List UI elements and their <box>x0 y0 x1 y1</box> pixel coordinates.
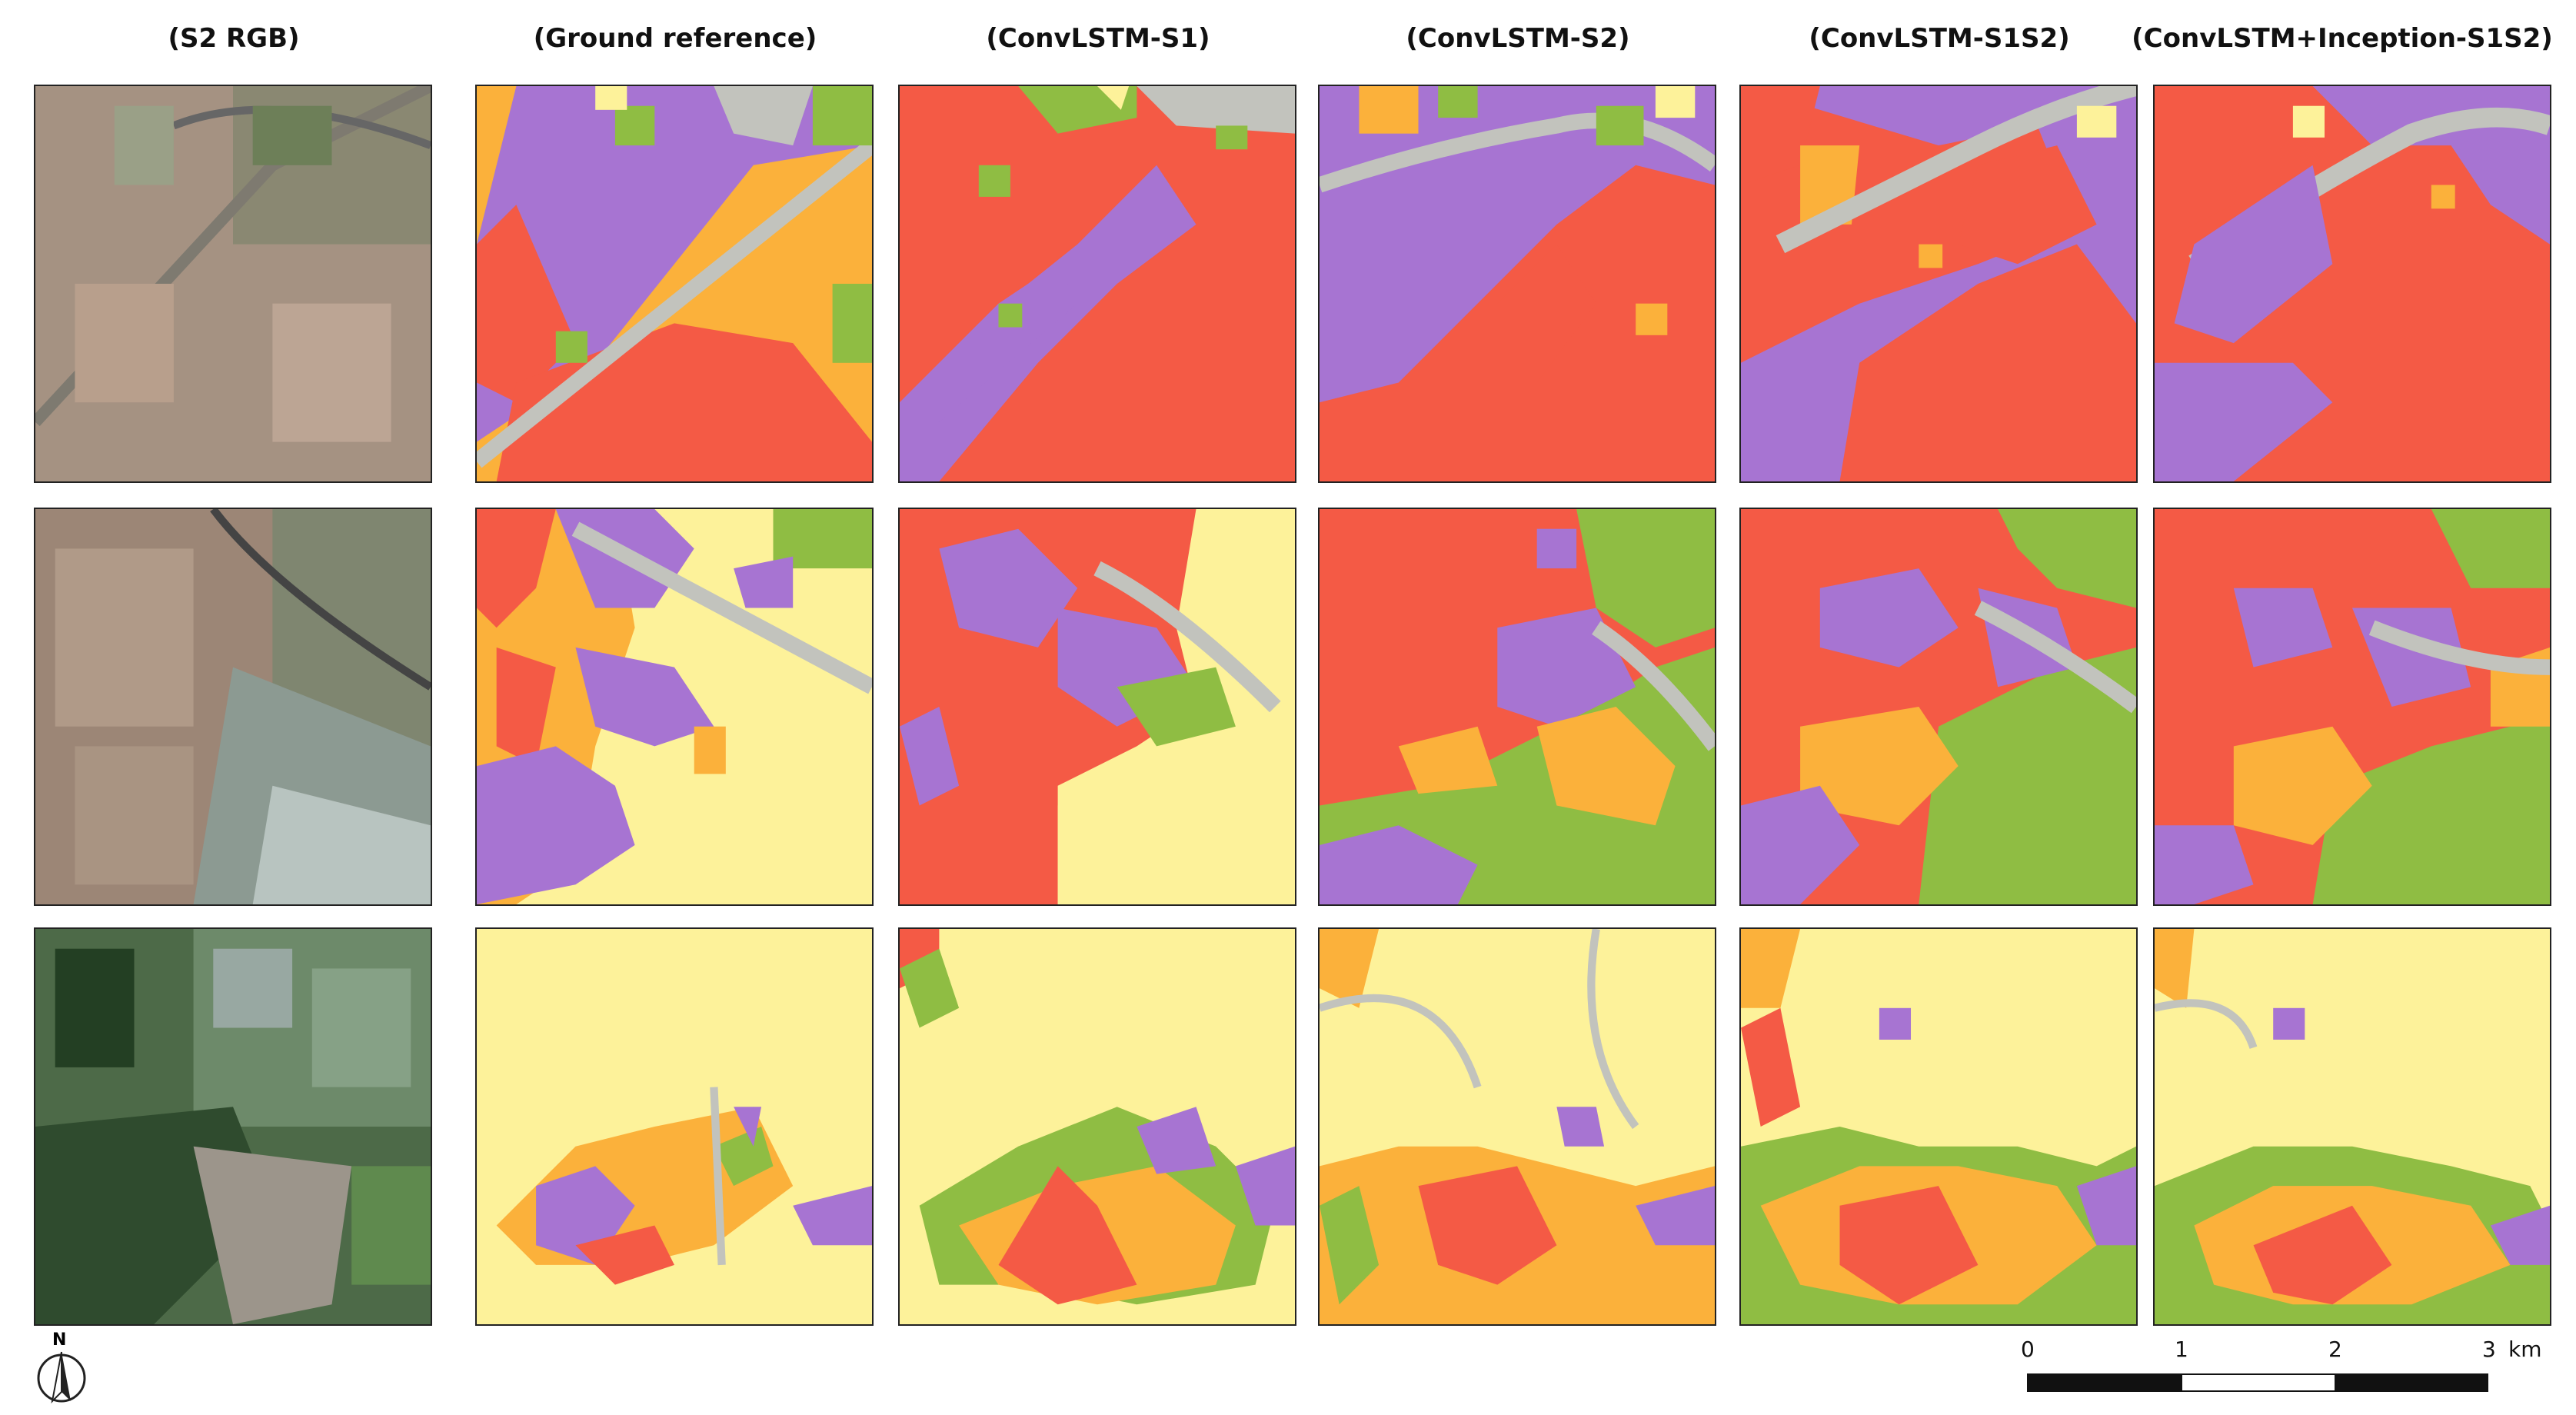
column-title-convlstm-s1: (ConvLSTM-S1) <box>986 23 1210 54</box>
north-label: N <box>52 1330 67 1350</box>
tile-r2-convlstm-s1s2 <box>1739 508 2138 906</box>
tile-r1-ground-reference <box>475 85 874 483</box>
satellite-image <box>35 509 431 904</box>
tile-r1-convlstm-s2 <box>1318 85 1716 483</box>
tile-r1-convlstm-s1 <box>898 85 1296 483</box>
scale-tick-1: 1 <box>2175 1337 2188 1362</box>
scale-bar <box>2027 1373 2488 1392</box>
satellite-image <box>35 86 431 481</box>
scale-tick-0: 0 <box>2021 1337 2035 1362</box>
tile-r3-s2-rgb <box>34 927 432 1326</box>
column-title-ground-reference: (Ground reference) <box>533 23 817 54</box>
column-title-convlstm-s1s2: (ConvLSTM-S1S2) <box>1809 23 2070 54</box>
tile-r2-s2-rgb <box>34 508 432 906</box>
tile-r3-convlstm-s1s2 <box>1739 927 2138 1326</box>
satellite-image <box>35 929 431 1324</box>
column-title-convlstm-inception-s1s2: (ConvLSTM+Inception-S1S2) <box>2132 23 2553 54</box>
column-title-s2-rgb: (S2 RGB) <box>168 23 300 54</box>
north-arrow: N <box>31 1330 92 1407</box>
tile-r1-convlstm-s1s2 <box>1739 85 2138 483</box>
tile-r2-convlstm-s2 <box>1318 508 1716 906</box>
tile-r3-ground-reference <box>475 927 874 1326</box>
tile-r2-ground-reference <box>475 508 874 906</box>
tile-r2-convlstm-s1 <box>898 508 1296 906</box>
tile-r3-convlstm-inception-s1s2 <box>2153 927 2551 1326</box>
scale-tick-3: 3 <box>2482 1337 2496 1362</box>
column-title-convlstm-s2: (ConvLSTM-S2) <box>1406 23 1630 54</box>
north-arrow-icon <box>37 1351 86 1403</box>
tile-r3-convlstm-s2 <box>1318 927 1716 1326</box>
scale-tick-2: 2 <box>2328 1337 2342 1362</box>
tile-r1-s2-rgb <box>34 85 432 483</box>
tile-r3-convlstm-s1 <box>898 927 1296 1326</box>
tile-r2-convlstm-inception-s1s2 <box>2153 508 2551 906</box>
tile-r1-convlstm-inception-s1s2 <box>2153 85 2551 483</box>
scale-unit: km <box>2508 1337 2542 1362</box>
